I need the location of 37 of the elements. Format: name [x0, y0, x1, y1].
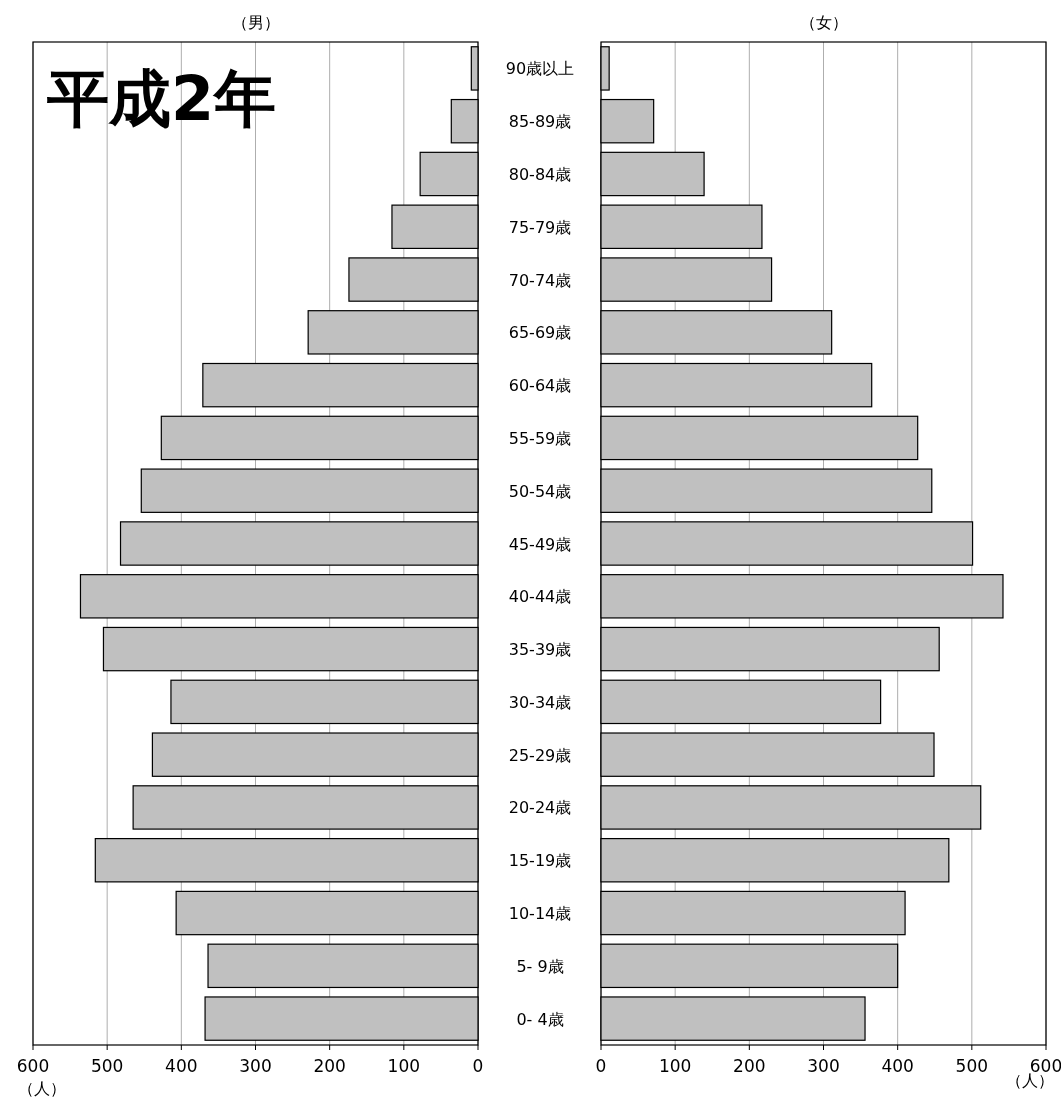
x-tick-label: 500 [955, 1056, 989, 1076]
chart-title: （女） [799, 13, 848, 32]
y-tick-label: 5- 9歳 [516, 956, 564, 976]
y-tick-label: 25-29歳 [508, 745, 572, 765]
y-tick-label: 10-14歳 [508, 904, 572, 924]
x-tick-label: 300 [239, 1056, 272, 1076]
y-tick-label: 35-39歳 [508, 640, 572, 660]
annotation: 平成2年 [46, 62, 277, 135]
y-tick-label: 80-84歳 [508, 164, 572, 184]
x-tick-label: 400 [165, 1056, 198, 1076]
x-tick-label: 200 [733, 1056, 766, 1076]
y-tick-label: 55-59歳 [508, 428, 572, 448]
y-tick-label: 40-44歳 [508, 587, 572, 607]
chart-title: （男） [231, 13, 280, 32]
y-tick-label: 20-24歳 [508, 798, 572, 818]
x-axis-title: （人） [1006, 1071, 1054, 1090]
x-tick-label: 200 [313, 1056, 346, 1076]
y-tick-label: 45-49歳 [508, 534, 572, 554]
y-tick-label: 85-89歳 [508, 112, 572, 132]
y-tick-label: 70-74歳 [508, 270, 572, 290]
x-tick-label: 600 [16, 1056, 50, 1076]
y-tick-label: 90歳以上 [505, 59, 575, 79]
x-tick-label: 500 [90, 1056, 124, 1076]
x-tick-label: 300 [807, 1056, 840, 1076]
y-tick-label: 30-34歳 [508, 692, 572, 712]
x-tick-label: 100 [387, 1056, 421, 1076]
x-tick-label: 400 [881, 1056, 914, 1076]
y-tick-label: 0- 4歳 [516, 1009, 564, 1029]
y-tick-label: 50-54歳 [508, 481, 572, 501]
x-tick-label: 0 [595, 1056, 607, 1076]
x-tick-label: 0 [472, 1056, 484, 1076]
y-tick-label: 75-79歳 [508, 217, 572, 237]
y-tick-label: 65-69歳 [508, 323, 572, 343]
y-tick-label: 15-19歳 [508, 851, 572, 871]
x-tick-label: 100 [658, 1056, 692, 1076]
y-tick-label: 60-64歳 [508, 376, 572, 396]
x-axis-title: （人） [18, 1079, 66, 1098]
